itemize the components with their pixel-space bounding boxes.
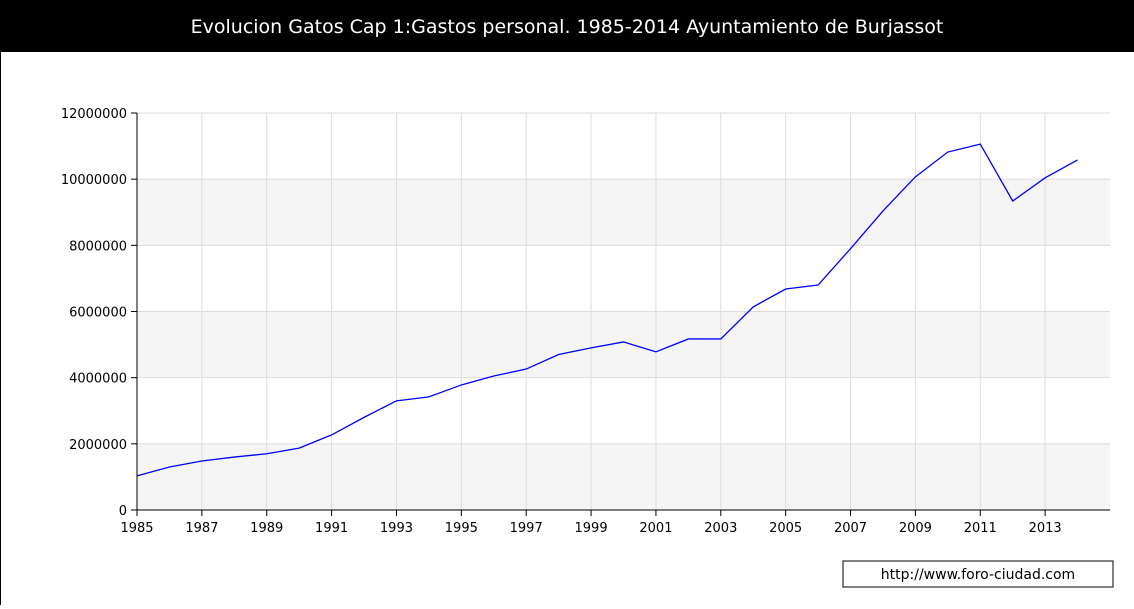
grid-band <box>137 311 1110 378</box>
x-tick-label: 2003 <box>704 521 737 536</box>
x-tick-label: 2005 <box>769 521 802 536</box>
x-tick-label: 2007 <box>834 521 867 536</box>
y-tick-label: 4000000 <box>69 372 127 387</box>
x-tick-label: 1989 <box>250 521 283 536</box>
x-tick-label: 2001 <box>639 521 672 536</box>
x-tick-label: 1995 <box>445 521 478 536</box>
x-tick-label: 2013 <box>1029 521 1062 536</box>
y-tick-label: 2000000 <box>69 438 127 453</box>
title-bar <box>0 0 1134 52</box>
y-tick-label: 8000000 <box>69 239 127 254</box>
x-tick-label: 1999 <box>575 521 608 536</box>
x-tick-label: 1993 <box>380 521 413 536</box>
x-tick-label: 1985 <box>120 521 153 536</box>
chart-title: Evolucion Gatos Cap 1:Gastos personal. 1… <box>191 16 944 38</box>
x-tick-label: 1987 <box>185 521 218 536</box>
data-line <box>136 143 1078 477</box>
x-tick-label: 1997 <box>510 521 543 536</box>
y-tick-label: 0 <box>119 504 127 519</box>
y-tick-label: 6000000 <box>69 306 127 321</box>
x-tick-label: 2011 <box>964 521 997 536</box>
y-tick-label: 12000000 <box>61 107 127 122</box>
grid-band <box>137 443 1110 510</box>
grid-band <box>137 179 1110 246</box>
source-label: http://www.foro-ciudad.com <box>881 567 1075 583</box>
x-tick-label: 2009 <box>899 521 932 536</box>
source-box <box>842 560 1114 588</box>
x-tick-label: 1991 <box>315 521 348 536</box>
y-tick-label: 10000000 <box>61 173 127 188</box>
